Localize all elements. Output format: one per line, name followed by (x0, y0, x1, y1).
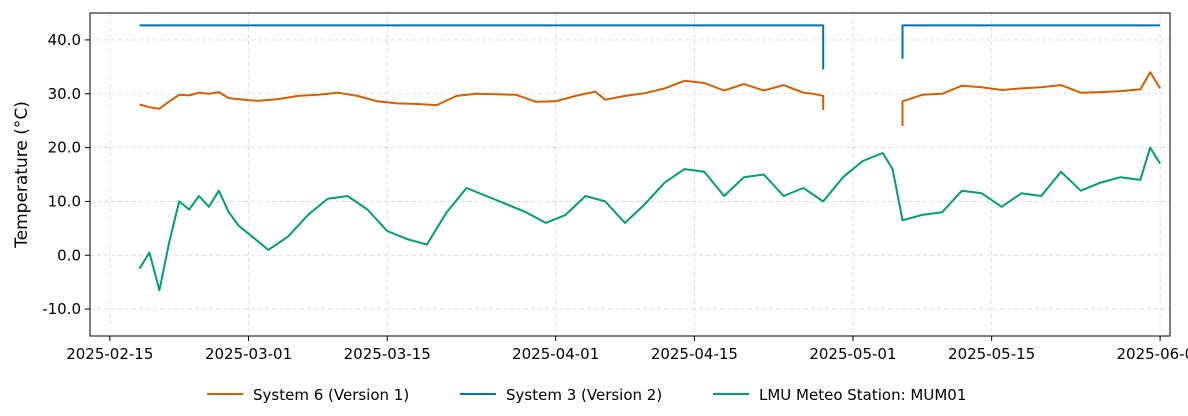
legend-item: System 6 (Version 1) (207, 386, 409, 404)
y-tick-label: 40.0 (48, 31, 81, 49)
y-tick-label: 30.0 (48, 85, 81, 103)
y-tick-label: -10.0 (42, 300, 81, 318)
legend: System 6 (Version 1) System 3 (Version 2)… (207, 386, 966, 404)
y-tick-label: 0.0 (57, 246, 81, 264)
y-tick-label: 20.0 (48, 139, 81, 157)
legend-label: LMU Meteo Station: MUM01 (759, 386, 966, 404)
grid (90, 13, 1170, 336)
legend-item: System 3 (Version 2) (460, 386, 662, 404)
x-tick-label: 2025-05-15 (948, 345, 1035, 363)
x-tick-label: 2025-06-01 (1116, 345, 1188, 363)
legend-label: System 3 (Version 2) (506, 386, 662, 404)
x-tick-label: 2025-04-01 (512, 345, 599, 363)
y-tick-label: 10.0 (48, 192, 81, 210)
series-line-0 (139, 71, 1161, 126)
x-tick-label: 2025-03-15 (344, 345, 431, 363)
x-tick-label: 2025-03-01 (205, 345, 292, 363)
x-tick-label: 2025-04-15 (651, 345, 738, 363)
series-line-2 (138, 146, 1161, 292)
series-line-1 (139, 24, 1161, 70)
x-tick-label: 2025-05-01 (809, 345, 896, 363)
y-axis: -10.0 0.0 10.0 20.0 30.0 40.0 (42, 31, 90, 318)
x-tick-label: 2025-02-15 (66, 345, 153, 363)
legend-label: System 6 (Version 1) (253, 386, 409, 404)
y-axis-title: Temperature (°C) (12, 101, 32, 249)
series-layer (138, 24, 1161, 292)
legend-item: LMU Meteo Station: MUM01 (713, 386, 966, 404)
plot-frame (89, 12, 1171, 337)
x-axis: 2025-02-15 2025-03-01 2025-03-15 2025-04-01… (66, 336, 1188, 363)
